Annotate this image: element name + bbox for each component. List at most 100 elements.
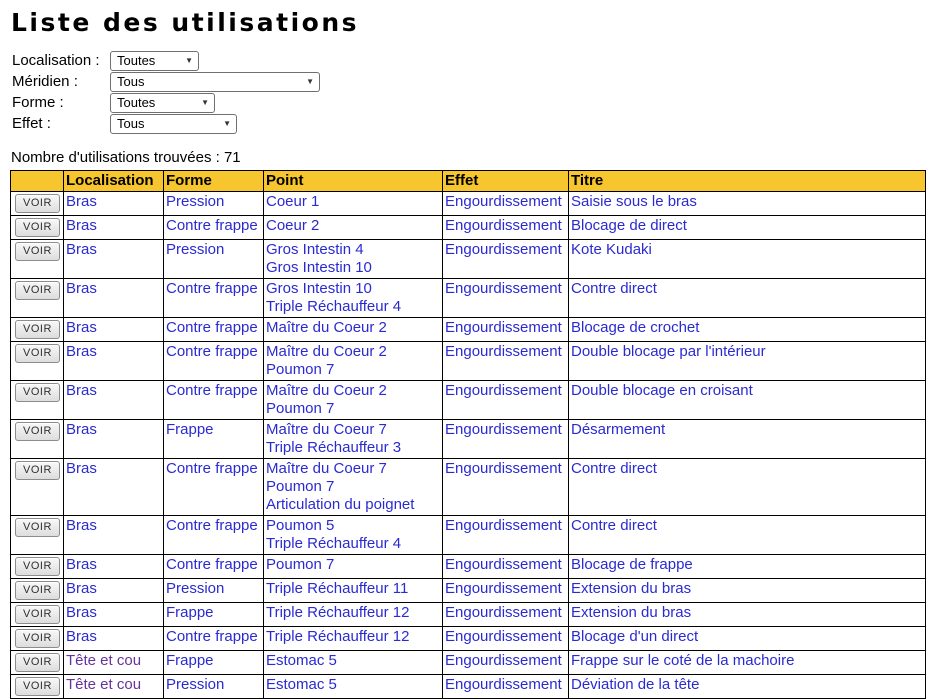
voir-button[interactable]: VOIR	[15, 344, 60, 363]
forme-link[interactable]: Contre frappe	[166, 280, 258, 297]
forme-link[interactable]: Frappe	[166, 421, 214, 438]
voir-button[interactable]: VOIR	[15, 581, 60, 600]
voir-button[interactable]: VOIR	[15, 383, 60, 402]
point-link[interactable]: Maître du Coeur 7 Triple Réchauffeur 3	[266, 421, 402, 456]
localisation-link[interactable]: Bras	[66, 382, 97, 399]
effet-link[interactable]: Engourdissement	[445, 382, 562, 399]
point-link[interactable]: Gros Intestin 10 Triple Réchauffeur 4	[266, 280, 402, 315]
localisation-link[interactable]: Bras	[66, 193, 97, 210]
point-link[interactable]: Coeur 1	[266, 193, 320, 210]
point-link[interactable]: Coeur 2	[266, 217, 320, 234]
localisation-link[interactable]: Bras	[66, 580, 97, 597]
titre-link[interactable]: Désarmement	[571, 421, 666, 438]
effet-link[interactable]: Engourdissement	[445, 421, 562, 438]
titre-link[interactable]: Saisie sous le bras	[571, 193, 697, 210]
voir-button[interactable]: VOIR	[15, 281, 60, 300]
point-link[interactable]: Triple Réchauffeur 11	[266, 580, 409, 597]
titre-link[interactable]: Contre direct	[571, 517, 657, 534]
point-link[interactable]: Maître du Coeur 7 Poumon 7 Articulation …	[266, 460, 415, 513]
localisation-link[interactable]: Bras	[66, 217, 97, 234]
effet-link[interactable]: Engourdissement	[445, 193, 562, 210]
forme-link[interactable]: Contre frappe	[166, 556, 258, 573]
forme-link[interactable]: Pression	[166, 580, 225, 597]
titre-link[interactable]: Contre direct	[571, 460, 657, 477]
forme-link[interactable]: Contre frappe	[166, 217, 258, 234]
voir-button[interactable]: VOIR	[15, 629, 60, 648]
effet-link[interactable]: Engourdissement	[445, 241, 562, 258]
localisation-link[interactable]: Bras	[66, 343, 97, 360]
meridien-select[interactable]: Tous ▼	[110, 71, 320, 92]
titre-link[interactable]: Extension du bras	[571, 580, 692, 597]
localisation-link[interactable]: Bras	[66, 319, 97, 336]
forme-link[interactable]: Pression	[166, 241, 225, 258]
point-link[interactable]: Poumon 7	[266, 556, 335, 573]
forme-link[interactable]: Frappe	[166, 604, 214, 621]
forme-link[interactable]: Pression	[166, 676, 225, 693]
localisation-link[interactable]: Bras	[66, 628, 97, 645]
titre-link[interactable]: Extension du bras	[571, 604, 692, 621]
forme-link[interactable]: Pression	[166, 193, 225, 210]
voir-button[interactable]: VOIR	[15, 194, 60, 213]
voir-button[interactable]: VOIR	[15, 677, 60, 696]
voir-button[interactable]: VOIR	[15, 605, 60, 624]
effet-link[interactable]: Engourdissement	[445, 319, 562, 336]
point-link[interactable]: Estomac 5	[266, 676, 337, 693]
effet-link[interactable]: Engourdissement	[445, 652, 562, 669]
point-link[interactable]: Maître du Coeur 2 Poumon 7	[266, 343, 387, 378]
forme-link[interactable]: Contre frappe	[166, 319, 258, 336]
effet-link[interactable]: Engourdissement	[445, 460, 562, 477]
localisation-link[interactable]: Bras	[66, 421, 97, 438]
titre-link[interactable]: Blocage d'un direct	[571, 628, 699, 645]
localisation-link[interactable]: Bras	[66, 241, 97, 258]
localisation-link[interactable]: Bras	[66, 280, 97, 297]
forme-link[interactable]: Contre frappe	[166, 382, 258, 399]
effet-link[interactable]: Engourdissement	[445, 676, 562, 693]
titre-link[interactable]: Déviation de la tête	[571, 676, 700, 693]
voir-button[interactable]: VOIR	[15, 242, 60, 261]
voir-button[interactable]: VOIR	[15, 320, 60, 339]
localisation-link[interactable]: Bras	[66, 460, 97, 477]
voir-button[interactable]: VOIR	[15, 653, 60, 672]
localisation-select[interactable]: Toutes ▼	[110, 50, 199, 71]
effet-link[interactable]: Engourdissement	[445, 628, 562, 645]
effet-link[interactable]: Engourdissement	[445, 517, 562, 534]
titre-link[interactable]: Blocage de direct	[571, 217, 687, 234]
localisation-link[interactable]: Bras	[66, 556, 97, 573]
forme-link[interactable]: Frappe	[166, 652, 214, 669]
forme-link[interactable]: Contre frappe	[166, 517, 258, 534]
effet-link[interactable]: Engourdissement	[445, 280, 562, 297]
point-link[interactable]: Maître du Coeur 2	[266, 319, 387, 336]
voir-button[interactable]: VOIR	[15, 557, 60, 576]
effet-link[interactable]: Engourdissement	[445, 343, 562, 360]
localisation-link[interactable]: Bras	[66, 604, 97, 621]
effet-select[interactable]: Tous ▼	[110, 113, 237, 134]
titre-link[interactable]: Contre direct	[571, 280, 657, 297]
voir-button[interactable]: VOIR	[15, 422, 60, 441]
point-link[interactable]: Poumon 5 Triple Réchauffeur 4	[266, 517, 402, 552]
titre-link[interactable]: Kote Kudaki	[571, 241, 652, 258]
voir-button[interactable]: VOIR	[15, 461, 60, 480]
forme-select[interactable]: Toutes ▼	[110, 92, 215, 113]
point-link[interactable]: Triple Réchauffeur 12	[266, 604, 410, 621]
forme-link[interactable]: Contre frappe	[166, 343, 258, 360]
voir-button[interactable]: VOIR	[15, 518, 60, 537]
localisation-link[interactable]: Tête et cou	[66, 676, 142, 693]
forme-link[interactable]: Contre frappe	[166, 460, 258, 477]
point-link[interactable]: Gros Intestin 4 Gros Intestin 10	[266, 241, 372, 276]
titre-link[interactable]: Blocage de crochet	[571, 319, 700, 336]
point-link[interactable]: Maître du Coeur 2 Poumon 7	[266, 382, 387, 417]
titre-link[interactable]: Double blocage en croisant	[571, 382, 753, 399]
forme-link[interactable]: Contre frappe	[166, 628, 258, 645]
point-link[interactable]: Estomac 5	[266, 652, 337, 669]
point-link[interactable]: Triple Réchauffeur 12	[266, 628, 410, 645]
localisation-link[interactable]: Tête et cou	[66, 652, 142, 669]
voir-button[interactable]: VOIR	[15, 218, 60, 237]
titre-link[interactable]: Blocage de frappe	[571, 556, 693, 573]
effet-link[interactable]: Engourdissement	[445, 604, 562, 621]
effet-link[interactable]: Engourdissement	[445, 217, 562, 234]
titre-link[interactable]: Double blocage par l'intérieur	[571, 343, 766, 360]
effet-link[interactable]: Engourdissement	[445, 556, 562, 573]
localisation-link[interactable]: Bras	[66, 517, 97, 534]
effet-link[interactable]: Engourdissement	[445, 580, 562, 597]
titre-link[interactable]: Frappe sur le coté de la machoire	[571, 652, 795, 669]
